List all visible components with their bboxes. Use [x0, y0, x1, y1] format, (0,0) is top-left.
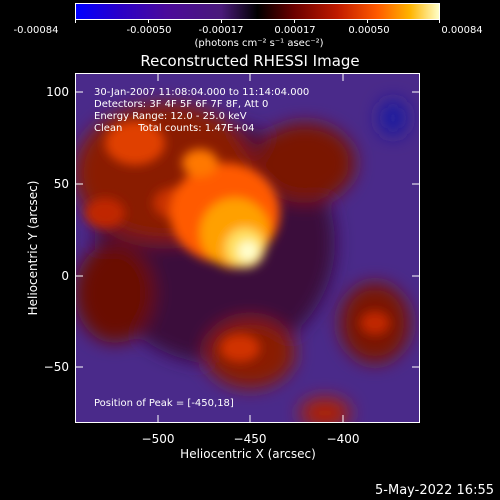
- annotation-peak-position: Position of Peak = [-450,18]: [94, 398, 234, 409]
- timestamp: 5-May-2022 16:55: [375, 483, 494, 498]
- colorbar: [75, 3, 440, 20]
- annotation-detectors: Detectors: 3F 4F 5F 6F 7F 8F, Att 0: [94, 99, 269, 110]
- x-tick-label: −400: [326, 432, 360, 446]
- y-axis-label: Heliocentric Y (arcsec): [26, 180, 40, 316]
- y-tick-label: 50: [53, 177, 69, 191]
- y-tick-label: 100: [46, 85, 69, 99]
- colorbar-tick-label: 0.00050: [348, 25, 390, 36]
- colorbar-unit-label: (photons cm⁻² s⁻¹ asec⁻²): [194, 38, 324, 49]
- colorbar-tickmark: [367, 19, 368, 23]
- y-tick-label: −50: [43, 360, 69, 374]
- x-tick-label: −500: [141, 432, 175, 446]
- colorbar-tickmark: [294, 19, 295, 23]
- colorbar-tickmark: [221, 19, 222, 23]
- colorbar-tick-label: -0.00084: [13, 25, 59, 36]
- x-tick-label: −450: [233, 432, 267, 446]
- y-tick-label: 0: [61, 269, 69, 283]
- colorbar-tickmark: [439, 19, 440, 23]
- colorbar-tick-label: -0.00017: [198, 25, 244, 36]
- x-axis-label: Heliocentric X (arcsec): [180, 447, 316, 461]
- annotation-clean: Clean Total counts: 1.47E+04: [94, 123, 255, 134]
- colorbar-tick-label: 0.00084: [441, 25, 483, 36]
- colorbar-tickmark: [148, 19, 149, 23]
- plot-title: Reconstructed RHESSI Image: [140, 52, 360, 70]
- colorbar-tick-label: -0.00050: [126, 25, 172, 36]
- colorbar-tickmark: [75, 19, 76, 23]
- annotation-time: 30-Jan-2007 11:08:04.000 to 11:14:04.000: [94, 87, 310, 98]
- annotation-energy: Energy Range: 12.0 - 25.0 keV: [94, 111, 247, 122]
- rhessi-image: [75, 73, 420, 423]
- colorbar-tick-label: 0.00017: [274, 25, 316, 36]
- axis-ticks: [75, 73, 420, 423]
